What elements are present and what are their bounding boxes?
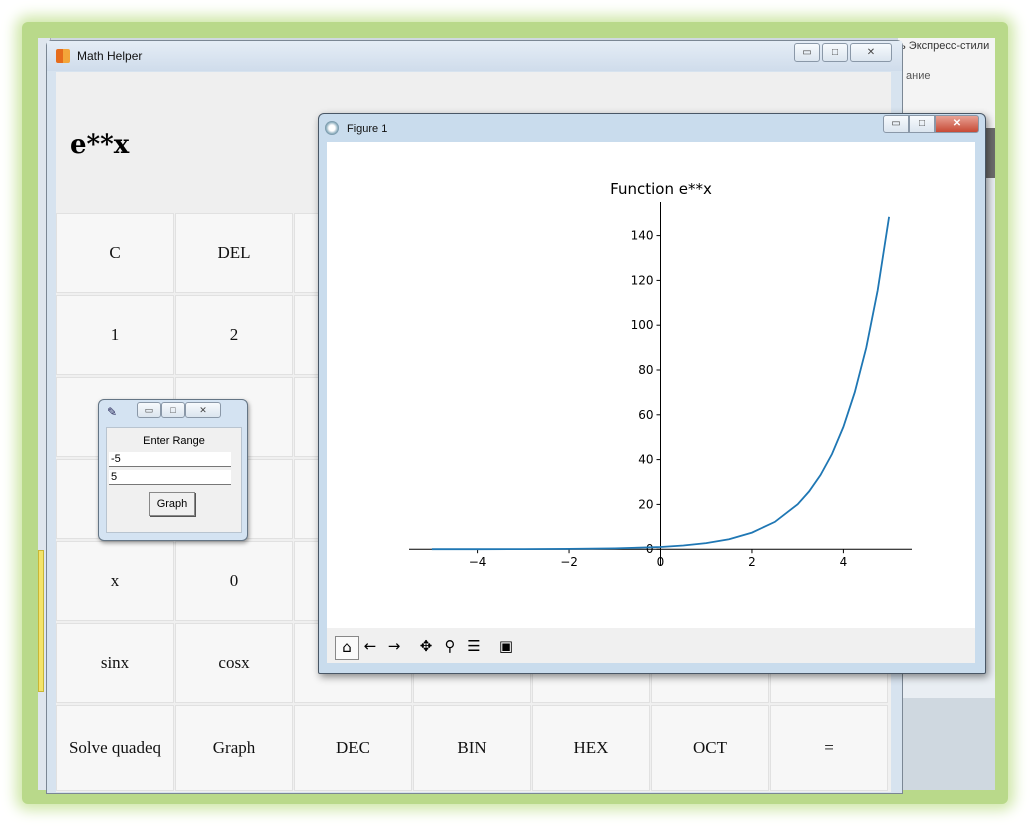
window-title: Math Helper: [77, 49, 143, 63]
configure-subplots-icon[interactable]: ☰: [467, 637, 481, 655]
key-0[interactable]: 0: [175, 541, 293, 621]
minimize-icon[interactable]: ▭: [137, 402, 161, 418]
range-label: Enter Range: [143, 435, 205, 447]
range-max-input[interactable]: [109, 470, 231, 485]
maximize-icon[interactable]: □: [822, 43, 848, 62]
range-min-input[interactable]: [109, 452, 231, 467]
pan-icon[interactable]: ✥: [419, 637, 433, 655]
key-x[interactable]: x: [56, 541, 174, 621]
graph-button[interactable]: Graph: [149, 492, 195, 516]
close-icon[interactable]: ✕: [935, 115, 979, 133]
background-highlight: [38, 550, 44, 692]
save-icon[interactable]: ▣: [498, 637, 514, 655]
app-icon: [56, 49, 70, 63]
maximize-icon[interactable]: □: [909, 115, 935, 133]
key-1[interactable]: 1: [56, 295, 174, 375]
y-tick-label: 0: [646, 542, 654, 556]
ribbon-subtext: ание: [906, 70, 931, 82]
figure-title: Figure 1: [347, 123, 388, 135]
forward-icon[interactable]: →: [387, 637, 401, 655]
key-solve-quadeq[interactable]: Solve quadeq: [56, 705, 174, 791]
maximize-icon[interactable]: □: [161, 402, 185, 418]
key-hex[interactable]: HEX: [532, 705, 650, 791]
x-tick-label: −4: [469, 555, 487, 569]
range-dialog-body: Enter Range Graph: [106, 427, 242, 533]
key-cosx[interactable]: cosx: [175, 623, 293, 703]
figure-window: Figure 1 ▭ □ ✕ Function e**x −4 −2 0 2 4 0 20 40…: [318, 113, 986, 674]
close-icon[interactable]: ✕: [850, 43, 892, 62]
range-dialog: ✎ ▭ □ ✕ Enter Range Graph: [98, 399, 248, 541]
feather-icon: ✎: [107, 405, 118, 419]
key-graph[interactable]: Graph: [175, 705, 293, 791]
series-line: [431, 216, 890, 551]
y-tick-label: 80: [638, 363, 653, 377]
zoom-icon[interactable]: ⚲: [444, 637, 456, 655]
key-sinx[interactable]: sinx: [56, 623, 174, 703]
minimize-icon[interactable]: ▭: [883, 115, 909, 133]
home-icon[interactable]: ⌂: [335, 636, 359, 660]
close-icon[interactable]: ✕: [185, 402, 221, 418]
x-tick-label: −2: [560, 555, 578, 569]
key-2[interactable]: 2: [175, 295, 293, 375]
y-tick-label: 40: [638, 453, 653, 467]
navigation-toolbar: ⌂ ← → ✥ ⚲ ☰ ▣: [327, 628, 975, 663]
math-helper-titlebar[interactable]: Math Helper ▭ □ ✕: [47, 41, 902, 71]
y-tick-label: 100: [631, 318, 654, 332]
figure-titlebar[interactable]: Figure 1 ▭ □ ✕: [319, 114, 985, 142]
x-tick-label: 4: [840, 555, 848, 569]
key-=[interactable]: =: [770, 705, 888, 791]
matplotlib-icon: [325, 121, 339, 135]
minimize-icon[interactable]: ▭: [794, 43, 820, 62]
expression-text: e**x: [70, 130, 130, 160]
chart-title: Function e**x: [610, 180, 712, 198]
figure-canvas: Function e**x −4 −2 0 2 4 0 20 40 60 80 100 120 140 ⌂…: [327, 142, 975, 663]
key-del[interactable]: DEL: [175, 213, 293, 293]
y-tick-label: 20: [638, 497, 653, 511]
key-dec[interactable]: DEC: [294, 705, 412, 791]
y-tick-label: 120: [631, 273, 654, 287]
key-c[interactable]: C: [56, 213, 174, 293]
back-icon[interactable]: ←: [363, 637, 377, 655]
x-tick-label: 0: [657, 555, 665, 569]
x-tick-label: 2: [748, 555, 756, 569]
ribbon-text: ь Экспресс-стили: [900, 40, 990, 52]
key-oct[interactable]: OCT: [651, 705, 769, 791]
key-bin[interactable]: BIN: [413, 705, 531, 791]
y-tick-label: 60: [638, 408, 653, 422]
y-tick-label: 140: [631, 229, 654, 243]
